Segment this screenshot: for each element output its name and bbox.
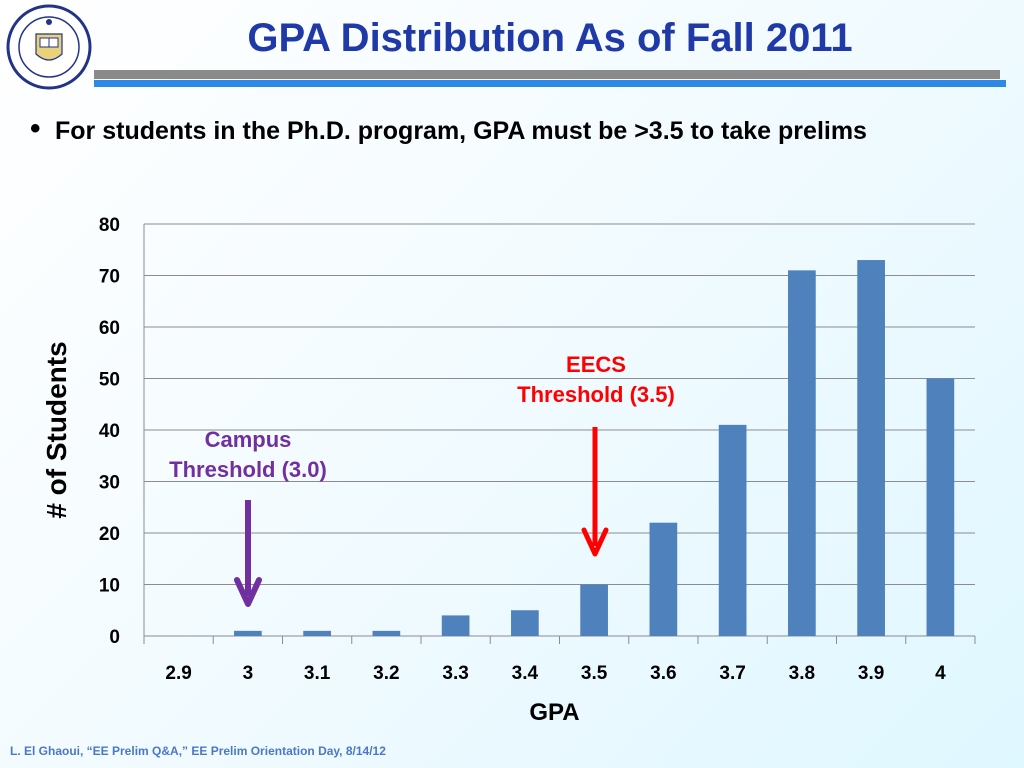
- bar-3-3: [441, 615, 470, 636]
- title-rule-gray: [94, 70, 1000, 79]
- title-rule-blue: [94, 80, 1006, 87]
- slide-title: GPA Distribution As of Fall 2011: [247, 16, 853, 60]
- annotation-label: EECS: [566, 352, 626, 377]
- bar-3-7: [718, 424, 747, 636]
- bar-3-1: [303, 630, 331, 636]
- x-axis-title: GPA: [529, 699, 579, 726]
- x-tick-label: 3.1: [304, 663, 331, 684]
- x-tick-label: 3.7: [719, 663, 745, 684]
- bar-3: [234, 630, 262, 636]
- annotation-label: Threshold (3.5): [517, 382, 675, 407]
- footer-citation: L. El Ghaoui, “EE Prelim Q&A,” EE Prelim…: [10, 744, 386, 758]
- bar-4: [926, 378, 955, 636]
- bar-3-8: [788, 270, 816, 636]
- y-tick-label: 40: [99, 421, 120, 442]
- bar-3-9: [857, 260, 885, 636]
- bar-3-5: [580, 584, 608, 636]
- annotation-arrow-head-icon: [234, 577, 262, 607]
- x-tick-label: 3: [243, 663, 254, 684]
- x-tick-label: 3.5: [581, 663, 608, 684]
- bullet-dot-icon: •: [30, 112, 41, 145]
- university-seal-icon: [6, 4, 92, 90]
- bar-3-2: [372, 630, 401, 636]
- bar-3-4: [511, 610, 539, 636]
- x-tick-label: 3.2: [373, 663, 399, 684]
- x-tick-label: 3.9: [858, 663, 884, 684]
- y-tick-label: 30: [99, 473, 120, 494]
- y-tick-label: 50: [99, 370, 120, 391]
- x-tick-label: 3.4: [512, 663, 539, 684]
- y-tick-label: 0: [109, 627, 120, 648]
- x-tick-label: 3.6: [650, 663, 676, 684]
- annotation-label: Threshold (3.0): [169, 457, 327, 482]
- y-tick-label: 60: [99, 318, 120, 339]
- y-tick-label: 10: [99, 576, 120, 597]
- annotation-arrow-head-icon: [581, 527, 609, 557]
- bullet-text: For students in the Ph.D. program, GPA m…: [55, 117, 867, 145]
- y-tick-label: 20: [99, 524, 120, 545]
- x-tick-label: 3.3: [442, 663, 468, 684]
- annotation-label: Campus: [205, 427, 292, 452]
- bar-3-6: [649, 522, 678, 636]
- x-tick-label: 4: [935, 663, 946, 684]
- gpa-bar-chart: 0 10 20 30 40 50 60 70 80 2.9 3 3.1 3.2 3.3 3.4 3.5 3.6 3…: [41, 215, 976, 726]
- y-tick-label: 70: [99, 267, 120, 288]
- y-axis-title: # of Students: [41, 341, 72, 518]
- x-tick-label: 2.9: [165, 663, 191, 684]
- y-tick-label: 80: [99, 215, 120, 236]
- x-tick-label: 3.8: [789, 663, 815, 684]
